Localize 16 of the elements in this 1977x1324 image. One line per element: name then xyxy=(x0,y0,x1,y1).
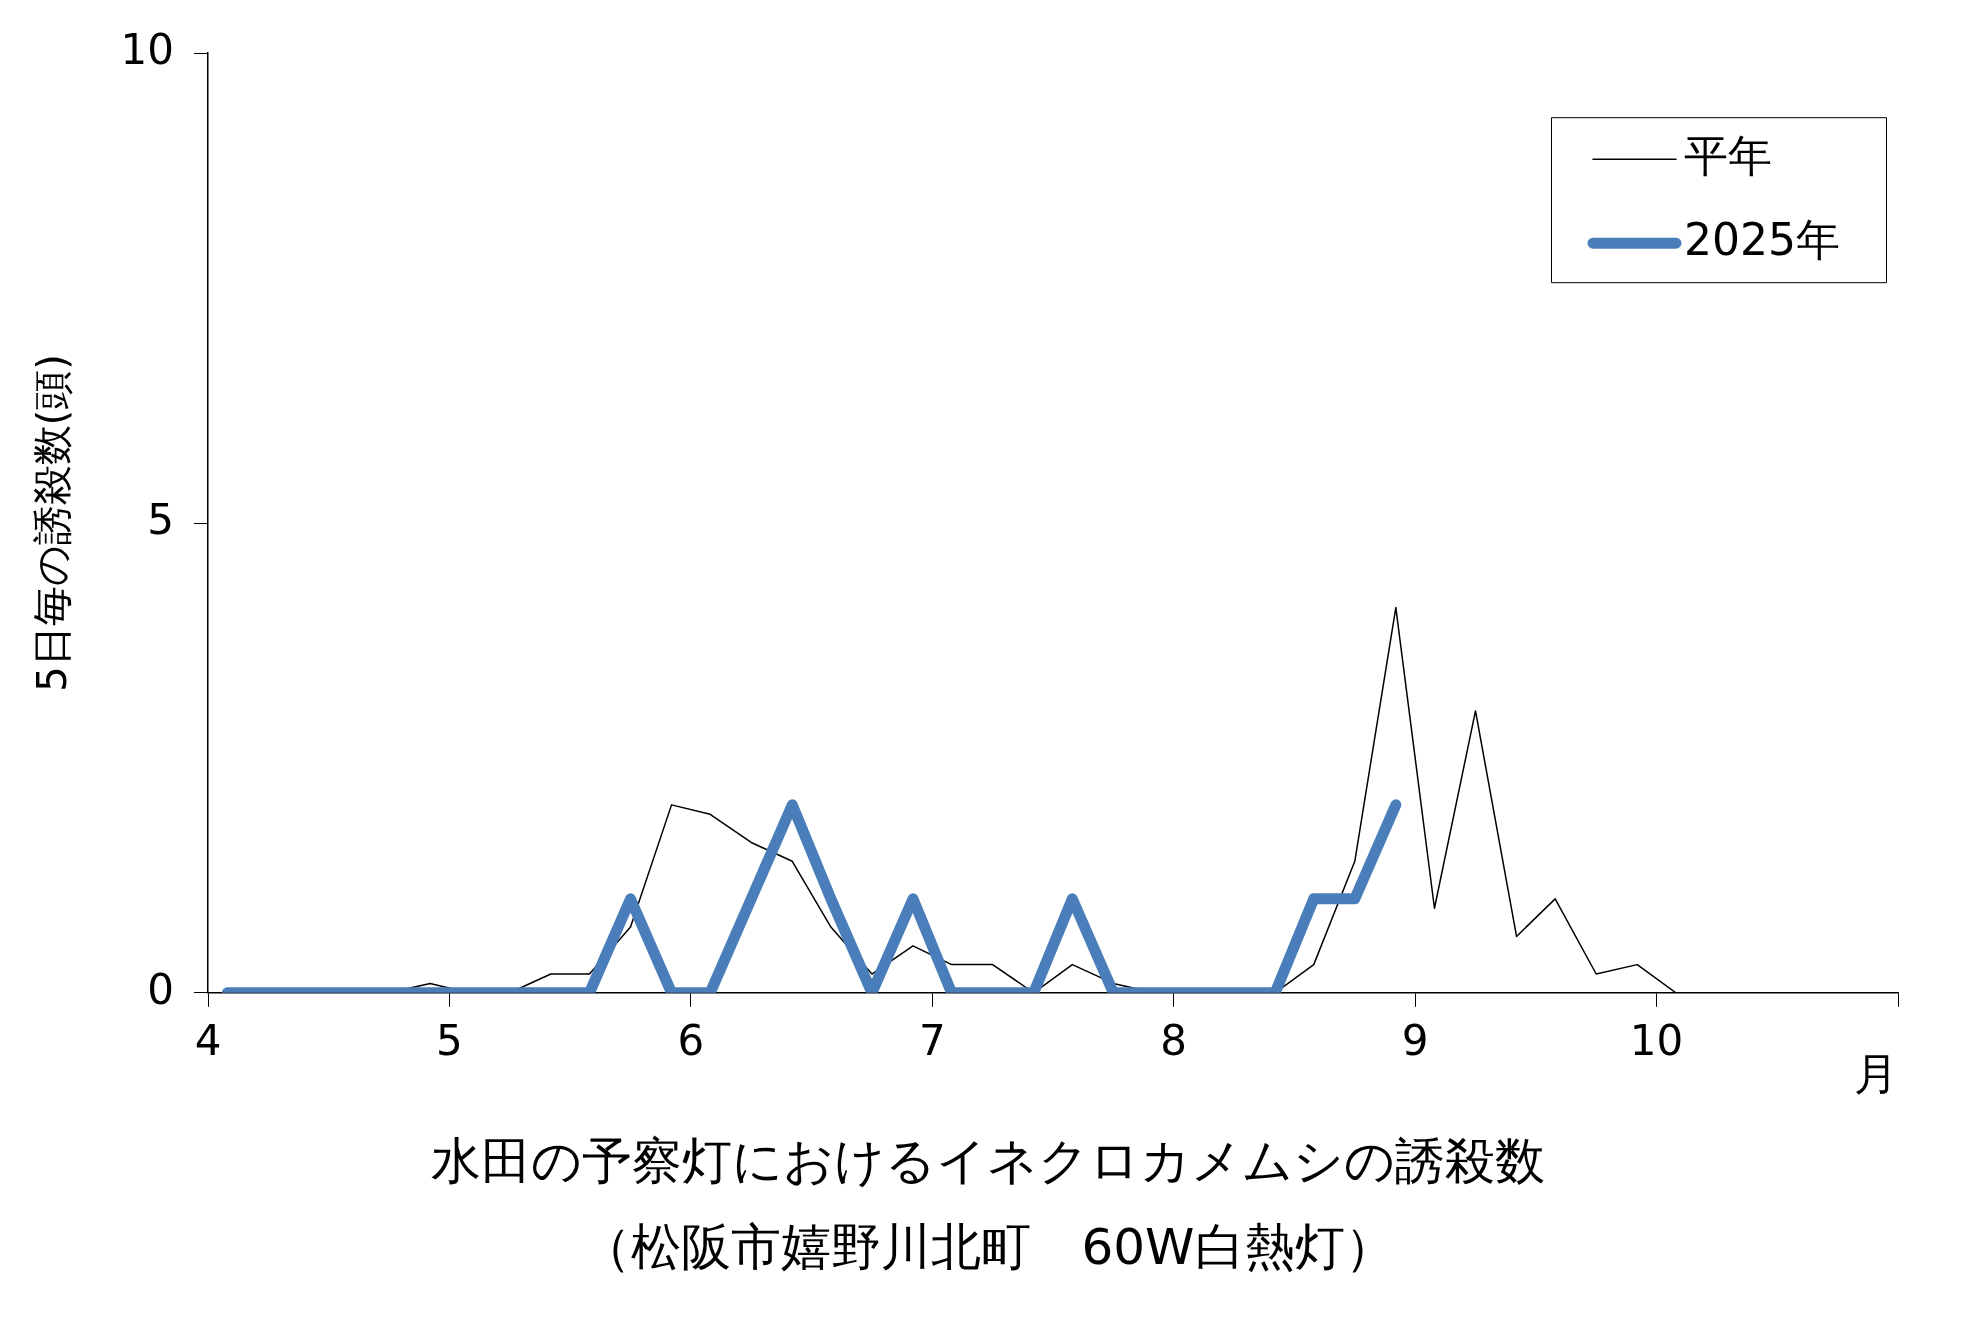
x-tick-label: 6 xyxy=(677,1015,705,1065)
legend-label: 平年 xyxy=(1684,129,1772,181)
x-tick-label: 7 xyxy=(918,1015,946,1065)
y-tick-label: 10 xyxy=(120,25,174,75)
x-tick-label: 4 xyxy=(194,1015,222,1065)
x-axis-title: 月 xyxy=(1854,1048,1898,1100)
text: （松阪市嬉野川北町 60W白熱灯） xyxy=(580,1217,1396,1278)
x-tick-label: 5 xyxy=(436,1015,463,1065)
x-tick-label: 8 xyxy=(1160,1015,1188,1065)
x-tick-label: 10 xyxy=(1629,1015,1684,1065)
x-tick-label: 9 xyxy=(1401,1015,1429,1065)
y-tick-label: 5 xyxy=(147,494,174,544)
y-tick-label: 0 xyxy=(147,964,174,1014)
legend-label: 2025年 xyxy=(1684,213,1840,265)
y-axis-title: 5日毎の誘殺数(頭) xyxy=(29,354,76,692)
text: 水田の予察灯におけるイネクロカメムシの誘殺数 xyxy=(430,1131,1546,1192)
